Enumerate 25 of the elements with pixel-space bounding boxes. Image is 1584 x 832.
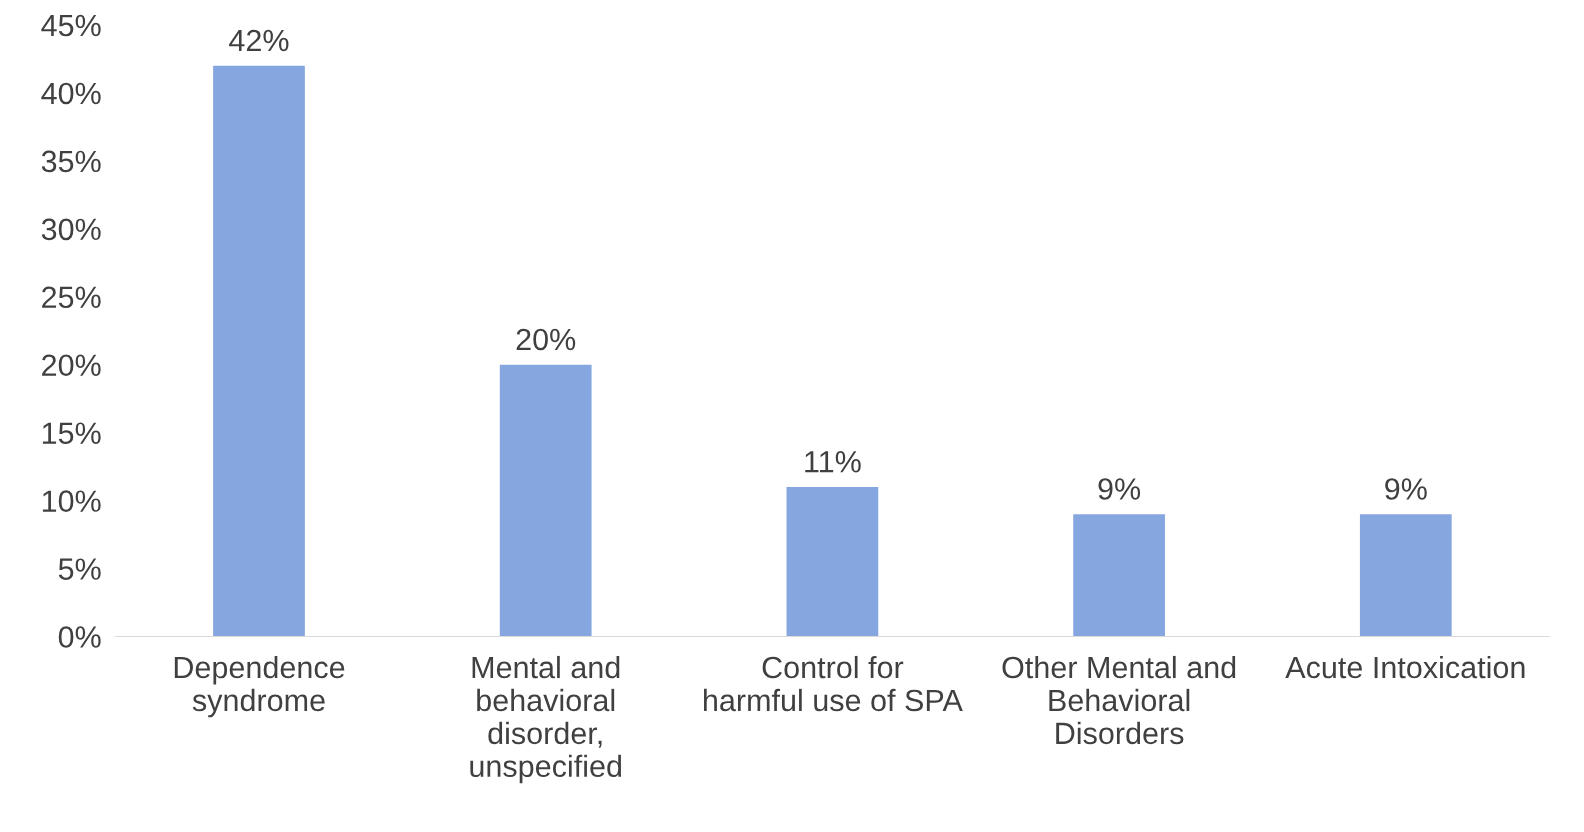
bar: [1359, 514, 1452, 637]
y-tick-label: 35%: [41, 150, 101, 173]
bar: [1073, 514, 1165, 637]
y-tick-label: 30%: [41, 218, 101, 241]
bar: [499, 364, 592, 637]
y-tick-label: 25%: [42, 286, 101, 309]
data-label: 9%: [1098, 478, 1141, 500]
x-tick-label: Other Mental and Behavioral Disorders: [1002, 655, 1236, 745]
y-tick-label: 45%: [41, 14, 101, 37]
x-tick-label: Control for harmful use of SPA: [704, 655, 963, 712]
y-tick-label: 15%: [42, 422, 101, 445]
x-tick-label: Acute Intoxication: [1285, 655, 1525, 679]
y-tick-label: 20%: [42, 354, 101, 377]
data-label: 9%: [1385, 478, 1427, 500]
x-tick-label: Dependence syndrome: [174, 655, 345, 718]
x-tick-label: Mental and behavioral disorder, unspecified: [470, 655, 622, 784]
y-tick-label: 40%: [41, 82, 101, 105]
y-tick-label: 0%: [58, 626, 101, 648]
bar: [786, 487, 879, 637]
data-label: 42%: [229, 29, 289, 52]
data-label: 11%: [805, 451, 861, 473]
y-tick-label: 10%: [42, 490, 101, 512]
y-tick-label: 5%: [58, 558, 101, 580]
bar: [213, 65, 305, 637]
data-label: 20%: [516, 328, 576, 351]
